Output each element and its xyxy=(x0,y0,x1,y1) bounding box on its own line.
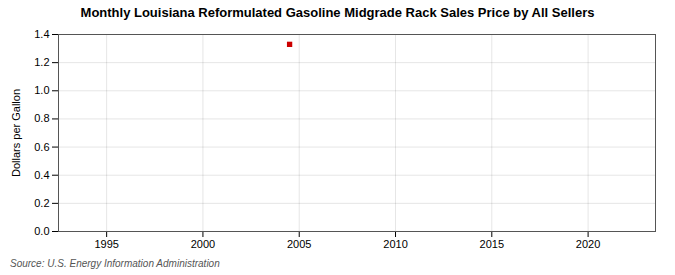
svg-text:2005: 2005 xyxy=(287,238,311,250)
svg-text:2010: 2010 xyxy=(383,238,407,250)
svg-text:0.4: 0.4 xyxy=(34,169,49,181)
svg-text:0.2: 0.2 xyxy=(34,197,49,209)
svg-text:1.2: 1.2 xyxy=(34,56,49,68)
svg-text:2015: 2015 xyxy=(480,238,504,250)
svg-text:2020: 2020 xyxy=(576,238,600,250)
svg-text:1995: 1995 xyxy=(94,238,118,250)
svg-text:0.6: 0.6 xyxy=(34,141,49,153)
svg-text:1.4: 1.4 xyxy=(34,28,49,40)
svg-text:0.0: 0.0 xyxy=(34,225,49,237)
svg-text:2000: 2000 xyxy=(191,238,215,250)
svg-text:1.0: 1.0 xyxy=(34,84,49,96)
svg-text:Dollars per Gallon: Dollars per Gallon xyxy=(10,89,22,177)
html-text:Monthly Louisiana Reformulated: Monthly Louisiana Reformulated Gasoline … xyxy=(80,5,595,20)
html-text:Source: U.S. Energy Informatio: Source: U.S. Energy Information Administ… xyxy=(10,258,220,269)
svg-text:0.8: 0.8 xyxy=(34,112,49,124)
